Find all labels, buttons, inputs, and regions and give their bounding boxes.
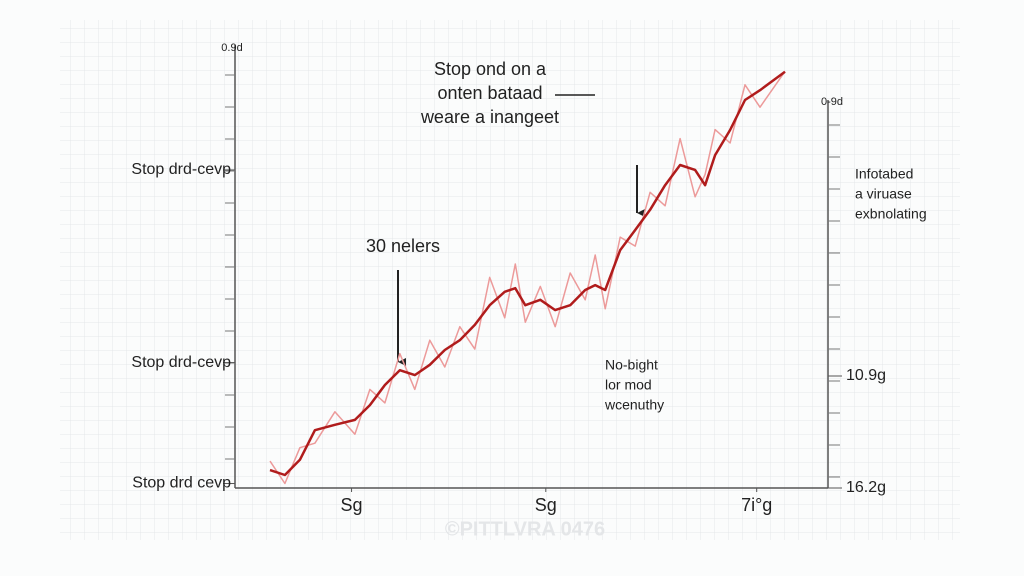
annotation: lor mod [605,377,652,393]
y2-tick-label: 16.2g [846,479,886,496]
annotation: onten bataad [437,83,542,103]
annotation: wcenuthy [604,397,664,413]
annotation: Stop ond on a [434,59,547,79]
x-tick-label: 7i°g [741,495,772,515]
annotation: exbnolating [855,206,927,222]
y2-tick-label: 10.9g [846,367,886,384]
y-tick-label: Stop drd cevp [132,475,231,492]
y-axis-label: 0.9d [221,42,242,54]
x-tick-label: Sg [535,495,557,515]
annotation: a viruase [855,186,912,202]
background-grid [60,20,960,540]
y2-axis-label: 0-9d [821,96,843,108]
annotation: 30 nelers [366,236,440,256]
y-tick-label: Stop drd-cevp [131,354,231,371]
data-line [269,70,786,477]
annotation: weare a inangeet [420,107,559,127]
annotation: No-bight [605,357,658,373]
watermark: ©PITTLVRA 0476 [445,518,605,540]
data-line [269,70,786,485]
y-tick-label: Stop drd-cevp [131,161,231,178]
annotation: Infotabed [855,166,913,182]
x-tick-label: Sg [341,495,363,515]
